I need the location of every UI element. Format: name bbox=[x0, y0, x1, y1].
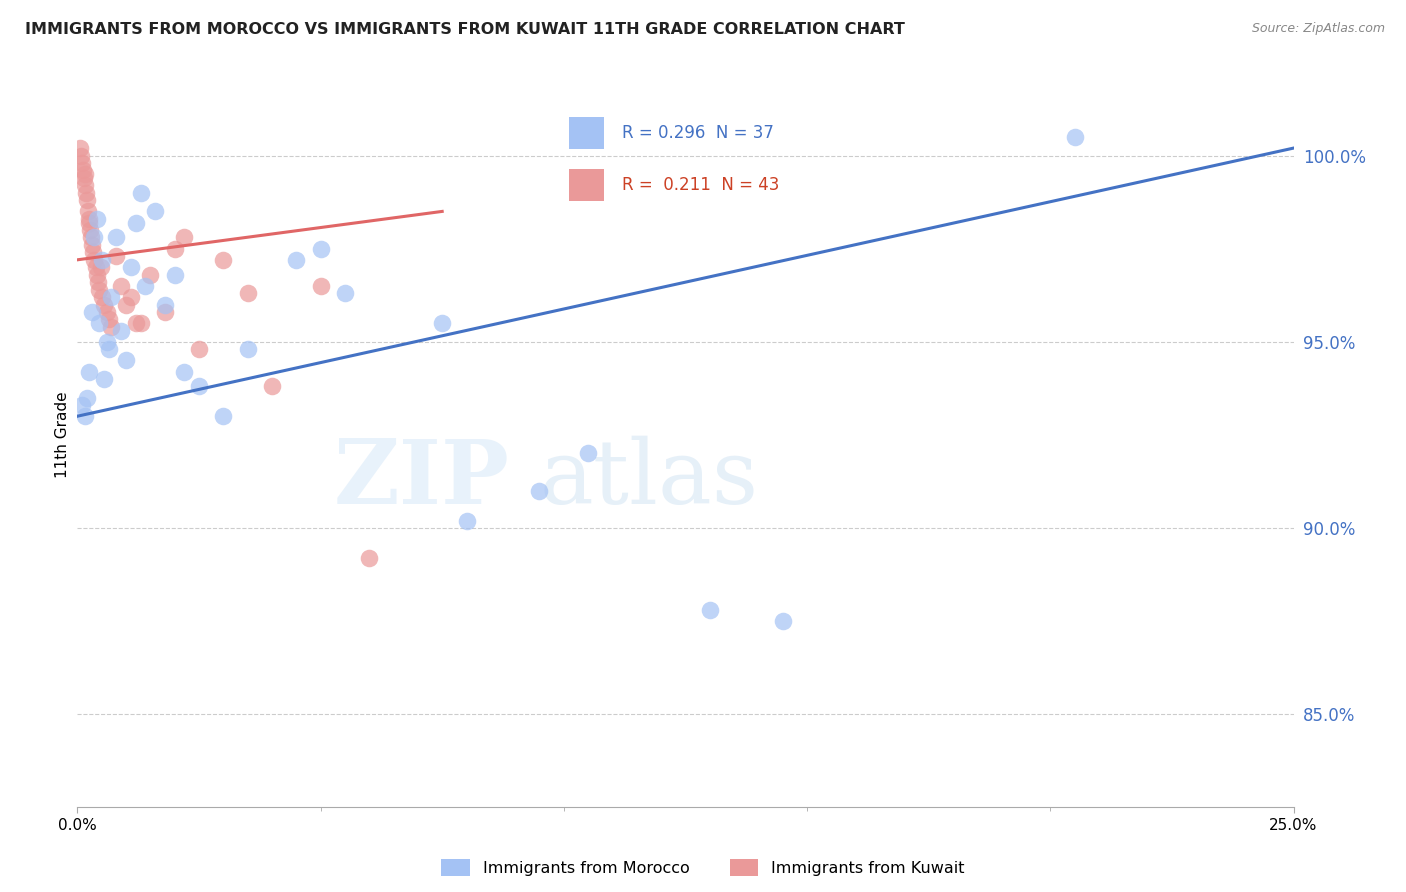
Point bbox=[70, 156, 93, 170]
Point bbox=[83, 230, 105, 244]
Point bbox=[83, 252, 105, 267]
Point bbox=[93, 372, 115, 386]
Point bbox=[73, 170, 96, 185]
Point bbox=[80, 238, 103, 252]
Point bbox=[110, 324, 132, 338]
Point bbox=[1063, 130, 1085, 145]
Point bbox=[100, 290, 122, 304]
Point bbox=[77, 204, 100, 219]
Point bbox=[105, 249, 128, 263]
Point bbox=[236, 286, 259, 301]
Point bbox=[173, 365, 195, 379]
Point bbox=[84, 260, 107, 275]
Point bbox=[115, 297, 138, 311]
Point bbox=[70, 398, 93, 412]
Point bbox=[153, 305, 176, 319]
Point bbox=[188, 342, 211, 356]
Point bbox=[529, 483, 551, 498]
Point bbox=[73, 167, 96, 181]
Point bbox=[143, 204, 166, 219]
Point bbox=[93, 297, 115, 311]
Text: atlas: atlas bbox=[540, 436, 758, 524]
Point bbox=[79, 216, 101, 230]
Point bbox=[576, 446, 599, 460]
Point bbox=[699, 603, 721, 617]
Point bbox=[100, 319, 122, 334]
Point bbox=[115, 353, 138, 368]
Point bbox=[97, 342, 120, 356]
Point bbox=[82, 245, 104, 260]
Point bbox=[86, 211, 108, 226]
Point bbox=[79, 365, 101, 379]
Point bbox=[125, 316, 148, 330]
Point bbox=[212, 409, 235, 424]
Point bbox=[163, 268, 186, 282]
Point bbox=[456, 514, 478, 528]
Point bbox=[76, 391, 98, 405]
Point bbox=[173, 230, 195, 244]
Point bbox=[129, 186, 152, 200]
Point bbox=[129, 316, 152, 330]
Point bbox=[90, 252, 112, 267]
Point bbox=[110, 278, 132, 293]
Point bbox=[188, 379, 211, 393]
Point bbox=[96, 334, 118, 349]
Point bbox=[260, 379, 283, 393]
Point bbox=[87, 275, 110, 289]
Point bbox=[309, 242, 332, 256]
Point bbox=[153, 297, 176, 311]
Point bbox=[73, 409, 96, 424]
Point bbox=[69, 141, 91, 155]
Point bbox=[163, 242, 186, 256]
Point bbox=[430, 316, 453, 330]
Point bbox=[90, 290, 112, 304]
Point bbox=[359, 550, 381, 565]
Point bbox=[89, 316, 111, 330]
Text: IMMIGRANTS FROM MOROCCO VS IMMIGRANTS FROM KUWAIT 11TH GRADE CORRELATION CHART: IMMIGRANTS FROM MOROCCO VS IMMIGRANTS FR… bbox=[25, 22, 905, 37]
Point bbox=[120, 260, 142, 275]
Point bbox=[72, 163, 94, 178]
Point bbox=[90, 260, 112, 275]
Point bbox=[236, 342, 259, 356]
Point bbox=[125, 216, 148, 230]
Point bbox=[70, 148, 93, 162]
Point bbox=[75, 178, 97, 193]
Point bbox=[139, 268, 162, 282]
Point bbox=[76, 193, 98, 207]
Point bbox=[77, 211, 100, 226]
Text: ZIP: ZIP bbox=[333, 436, 509, 523]
Point bbox=[89, 283, 111, 297]
Point bbox=[80, 230, 103, 244]
Point bbox=[772, 614, 794, 628]
Point bbox=[134, 278, 156, 293]
Y-axis label: 11th Grade: 11th Grade bbox=[55, 392, 70, 478]
Point bbox=[105, 230, 128, 244]
Legend: Immigrants from Morocco, Immigrants from Kuwait: Immigrants from Morocco, Immigrants from… bbox=[434, 853, 972, 882]
Point bbox=[309, 278, 332, 293]
Point bbox=[75, 186, 97, 200]
Point bbox=[212, 252, 235, 267]
Point bbox=[97, 312, 120, 326]
Point bbox=[79, 223, 101, 237]
Point bbox=[80, 305, 103, 319]
Point bbox=[120, 290, 142, 304]
Point bbox=[285, 252, 308, 267]
Point bbox=[333, 286, 356, 301]
Text: Source: ZipAtlas.com: Source: ZipAtlas.com bbox=[1251, 22, 1385, 36]
Point bbox=[96, 305, 118, 319]
Point bbox=[86, 268, 108, 282]
